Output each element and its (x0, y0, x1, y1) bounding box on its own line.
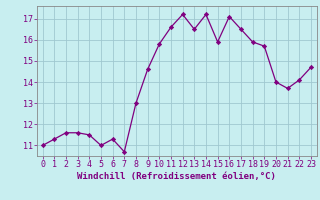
X-axis label: Windchill (Refroidissement éolien,°C): Windchill (Refroidissement éolien,°C) (77, 172, 276, 181)
